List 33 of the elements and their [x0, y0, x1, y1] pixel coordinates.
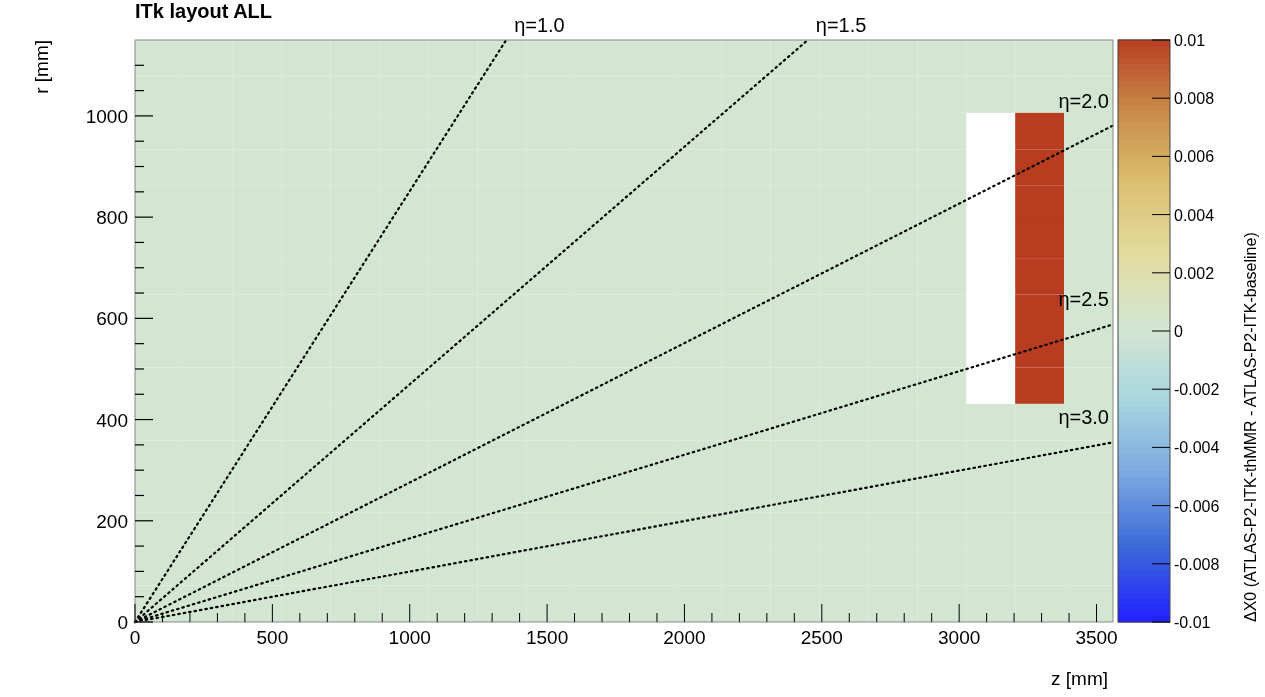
color-bar-label: -0.004: [1174, 439, 1220, 457]
x-tick-label: 2000: [663, 627, 706, 648]
x-tick-label: 500: [256, 627, 289, 648]
y-axis-title: r [mm]: [31, 40, 52, 94]
x-tick-label: 0: [129, 627, 141, 648]
y-tick-label: 200: [96, 510, 128, 532]
x-tick-label: 3500: [1075, 627, 1118, 648]
x-tick-label: 1500: [525, 627, 569, 648]
color-bar-label: -0.002: [1174, 381, 1220, 399]
color-bar-label: -0.006: [1174, 497, 1220, 515]
color-bar-label: 0.004: [1174, 206, 1215, 224]
y-tick-label: 1000: [85, 105, 128, 127]
color-bar-label: -0.008: [1174, 555, 1220, 573]
y-tick-label: 800: [96, 207, 128, 229]
x-tick-label: 1000: [388, 627, 431, 648]
series-label: η=2.0: [1058, 89, 1109, 112]
color-bar-label: 0.006: [1174, 148, 1215, 166]
color-bar-label: 0.01: [1174, 32, 1206, 49]
series-label: η=3.0: [1058, 406, 1109, 429]
color-bar-title: ΔX0 (ATLAS-P2-ITK-thMMR - ATLAS-P2-ITK-baseline): [1242, 232, 1259, 622]
y-tick-label: 400: [96, 409, 128, 431]
x-tick-label: 2500: [800, 627, 843, 648]
series-label: η=1.0: [514, 14, 565, 36]
x-tick-label: 3000: [938, 627, 981, 648]
y-tick-label: 0: [117, 612, 128, 633]
chart-title: ITk layout ALL: [135, 0, 273, 22]
y-tick-label: 600: [96, 308, 128, 330]
color-bar-label: 0.002: [1174, 264, 1215, 282]
color-bar-label: 0: [1174, 323, 1183, 340]
x-axis-title: z [mm]: [1051, 668, 1108, 689]
color-bar-label: -0.01: [1174, 614, 1211, 631]
color-bar-label: 0.008: [1174, 90, 1215, 108]
series-label: η=1.5: [815, 14, 867, 36]
